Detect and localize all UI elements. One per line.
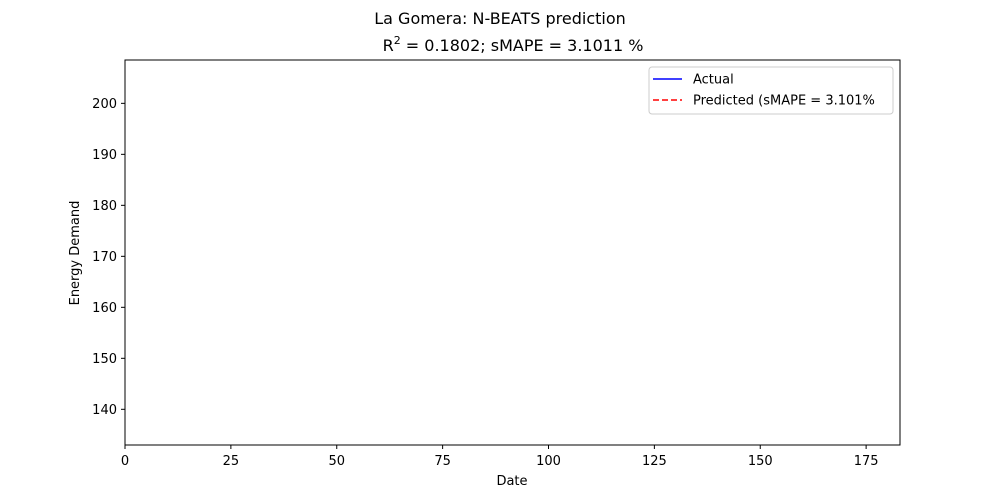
x-axis-ticks: 0 25 50 75 100 125 150 175 — [121, 445, 879, 469]
y-tick-label: 170 — [92, 250, 117, 265]
x-tick-label: 150 — [748, 454, 773, 469]
plot-frame — [124, 59, 901, 446]
x-tick-label: 125 — [642, 454, 667, 469]
x-tick-label: 100 — [536, 454, 561, 469]
legend-box — [648, 66, 894, 115]
y-tick-label: 140 — [92, 403, 117, 418]
subtitle-superscript: 2 — [394, 34, 401, 47]
x-tick-label: 75 — [434, 454, 451, 469]
y-tick-label: 160 — [92, 301, 117, 316]
subtitle-prefix: R — [383, 36, 394, 55]
y-axis-ticks: 140 150 160 170 180 190 200 — [92, 97, 125, 418]
legend: Actual Predicted (sMAPE = 3.101% — [648, 66, 894, 115]
plot-area — [124, 59, 901, 446]
legend-label-1: Predicted (sMAPE = 3.101% — [693, 94, 875, 109]
x-tick-label: 0 — [121, 454, 129, 469]
x-tick-label: 175 — [854, 454, 879, 469]
y-tick-label: 180 — [92, 199, 117, 214]
x-tick-label: 50 — [328, 454, 345, 469]
chart-subtitle: R2 = 0.1802; sMAPE = 3.1011 % — [383, 34, 644, 55]
y-tick-label: 200 — [92, 97, 117, 112]
subtitle-rest: = 0.1802; sMAPE = 3.1011 % — [401, 36, 644, 55]
x-axis-label: Date — [496, 474, 527, 489]
y-axis-label: Energy Demand — [68, 201, 83, 306]
y-tick-label: 150 — [92, 352, 117, 367]
y-tick-label: 190 — [92, 148, 117, 163]
x-tick-label: 25 — [223, 454, 240, 469]
chart-title: La Gomera: N-BEATS prediction — [374, 9, 626, 28]
legend-label-0: Actual — [693, 73, 734, 88]
